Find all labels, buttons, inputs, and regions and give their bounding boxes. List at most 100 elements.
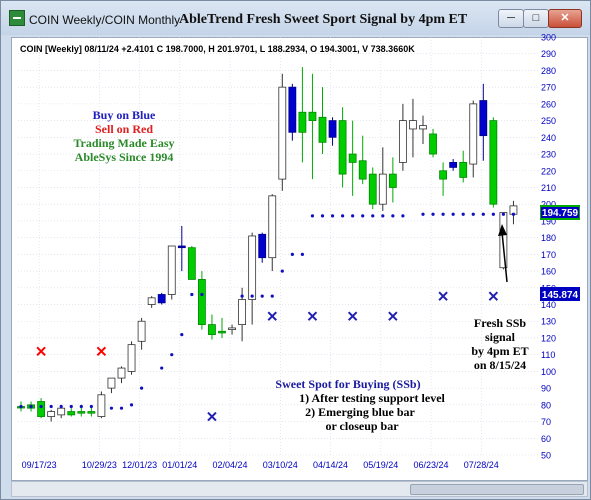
candle-body: [97, 394, 106, 417]
support-dot: [180, 333, 184, 337]
scrollbar-thumb[interactable]: [410, 484, 584, 495]
x-tick-label: 06/23/24: [414, 460, 449, 470]
y-tick-label: 170: [541, 250, 556, 260]
support-dot: [501, 212, 505, 216]
candle-body: [47, 411, 56, 417]
candle-body: [57, 407, 66, 416]
buy-marker-icon: [488, 291, 499, 301]
window-title: COIN Weekly/COIN Monthly: [29, 13, 181, 27]
support-dot: [381, 214, 385, 218]
support-dot: [190, 292, 194, 297]
candle-body: [429, 133, 437, 155]
support-dot: [160, 366, 164, 370]
y-tick-label: 240: [541, 133, 556, 143]
candle-body: [147, 297, 156, 305]
candle-body: [167, 245, 176, 295]
y-tick-label: 190: [541, 216, 556, 226]
y-tick-label: 110: [541, 350, 555, 360]
support-dot: [170, 353, 174, 357]
support-dot: [29, 404, 33, 409]
y-tick-label: 70: [541, 417, 551, 427]
price-badge-lower: 145.874: [540, 287, 580, 301]
ssb-note-line4: on 8/15/24: [474, 358, 526, 372]
support-dot: [421, 212, 425, 216]
x-tick-label: 02/04/24: [213, 460, 248, 470]
candle-body: [459, 161, 468, 178]
candle-body: [409, 120, 417, 130]
chart-panel[interactable]: [11, 37, 588, 481]
candle-body: [348, 153, 357, 163]
y-tick-label: 80: [541, 400, 551, 410]
ssb-note-line3: by 4pm ET: [471, 344, 528, 358]
y-tick-label: 250: [541, 116, 556, 126]
y-tick-label: 120: [541, 333, 556, 343]
support-dot: [250, 294, 254, 298]
y-tick-label: 180: [541, 233, 556, 243]
support-dot: [441, 212, 445, 216]
candle-body: [489, 120, 498, 205]
x-tick-label: 03/10/24: [263, 460, 298, 470]
legend-buy: Buy on Blue: [93, 108, 156, 122]
candle-body: [338, 120, 347, 175]
support-dot: [49, 404, 53, 409]
support-dot: [461, 212, 465, 216]
support-dot: [119, 406, 124, 410]
close-button[interactable]: ✕: [548, 9, 582, 28]
horizontal-scrollbar[interactable]: [11, 481, 588, 497]
minimize-icon: ─: [507, 12, 515, 24]
support-dot: [401, 214, 405, 218]
support-dot: [351, 214, 355, 218]
candle-body: [187, 247, 196, 280]
chart-app-icon: [9, 10, 25, 26]
y-tick-label: 290: [541, 49, 556, 59]
support-dot: [471, 212, 475, 216]
support-dot: [129, 403, 134, 407]
y-tick-label: 130: [541, 317, 556, 327]
support-dot: [59, 404, 63, 409]
candle-body: [137, 320, 146, 342]
support-dot: [511, 212, 516, 216]
sell-marker-icon: [36, 346, 46, 357]
candle-body: [328, 120, 337, 138]
sweet-spot-item1: 1) After testing support level: [299, 391, 445, 405]
candle-body: [177, 245, 186, 249]
y-tick-label: 230: [541, 150, 556, 160]
y-tick-label: 60: [541, 434, 551, 444]
info-line: COIN [Weekly] 08/11/24 +2.4101 C 198.700…: [20, 44, 415, 54]
y-tick-label: 200: [541, 200, 556, 210]
y-tick-label: 210: [541, 183, 556, 193]
x-tick-label: 05/19/24: [363, 460, 398, 470]
support-dot: [270, 294, 274, 298]
candle-body: [419, 125, 427, 130]
support-dot: [481, 212, 485, 216]
support-dot: [341, 214, 345, 218]
support-dot: [320, 214, 325, 218]
x-tick-label: 07/28/24: [464, 460, 499, 470]
price-badge-lower-text: 145.874: [542, 290, 579, 301]
title-bar[interactable]: COIN Weekly/COIN Monthly AbleTrend Fresh…: [1, 1, 590, 35]
y-tick-label: 140: [541, 300, 556, 310]
support-dot: [451, 212, 455, 216]
candle-body: [67, 411, 76, 416]
candle-body: [268, 195, 277, 259]
candle-body: [248, 235, 257, 300]
x-tick-label: 09/17/23: [22, 460, 57, 470]
support-dot: [69, 404, 73, 409]
sweet-spot-title: Sweet Spot for Buying (SSb): [275, 377, 420, 391]
buy-marker-icon: [207, 411, 217, 422]
candle-body: [218, 330, 226, 334]
price-badge-upper-text: 194.759: [542, 208, 579, 219]
maximize-icon: □: [532, 12, 540, 24]
y-tick-label: 280: [541, 66, 556, 76]
sell-marker-icon: [96, 346, 107, 357]
legend-trading: Trading Made Easy: [73, 136, 174, 150]
support-dot: [39, 404, 43, 409]
candle-body: [197, 279, 206, 325]
y-tick-label: 160: [541, 267, 556, 277]
candle-body: [228, 327, 236, 331]
candle-body: [358, 160, 367, 180]
buy-marker-icon: [267, 311, 277, 321]
price-badge-upper: 194.759: [540, 205, 580, 220]
